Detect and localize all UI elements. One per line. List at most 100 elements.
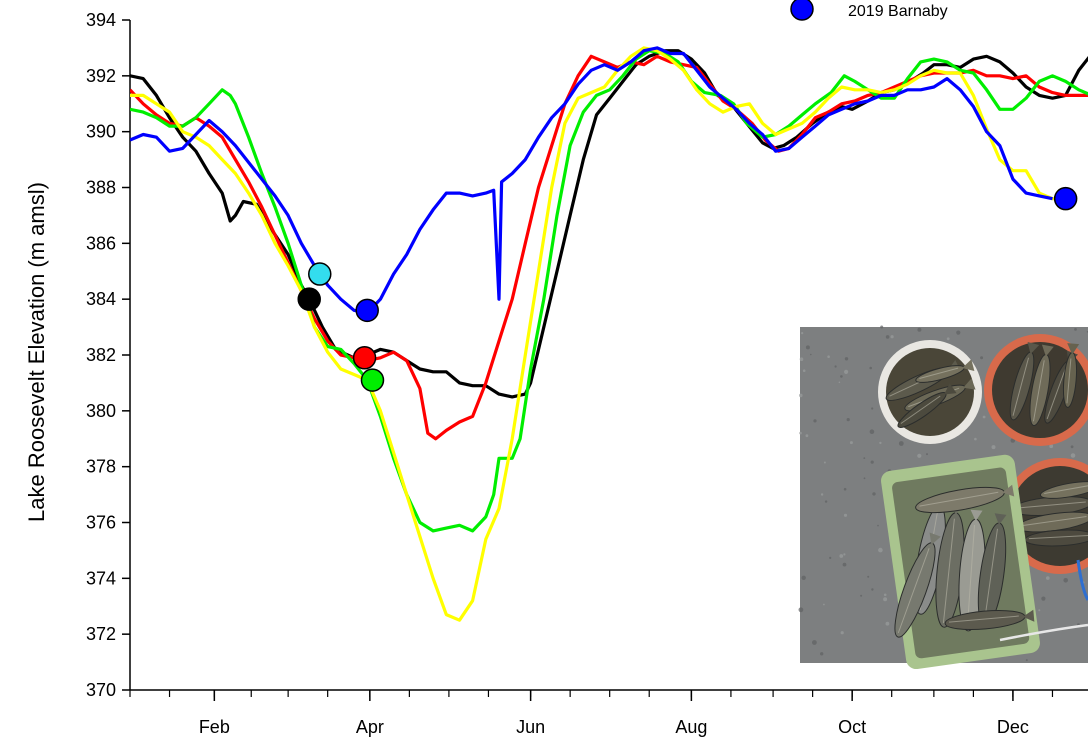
photo-gravel [871,588,874,591]
photo-gravel [860,594,863,597]
photo-gravel [879,441,882,445]
photo-gravel [877,524,879,527]
photo-gravel [917,327,922,332]
sample-marker-2 [308,262,332,286]
photo-gravel [829,556,832,560]
photo-gravel [917,453,922,458]
photo-hose [999,623,1088,642]
photo-gravel [799,431,802,435]
photo-gravel [824,500,828,503]
photo-gravel [880,325,884,329]
photo-gravel [801,332,804,335]
photo-fish [1039,481,1088,499]
y-tick-label: 394 [86,10,116,30]
photo-gravel [840,631,844,635]
photo-gravel [798,607,804,613]
photo-gravel [842,562,847,567]
y-tick-label: 378 [86,457,116,477]
x-tick-label: Oct [838,717,866,737]
photo-gravel [980,356,984,360]
photo-gravel [872,492,876,496]
photo-gravel [802,369,806,373]
photo-gravel [926,453,928,456]
photo-gravel [991,445,996,450]
photo-gravel [956,330,961,335]
y-tick-label: 392 [86,66,116,86]
photo-gravel [843,487,847,491]
photo-gravel [883,593,887,597]
photo-gravel [838,381,841,384]
photo-gravel [1038,609,1041,612]
y-tick-label: 386 [86,233,116,253]
photo-gravel [844,369,849,374]
photo-gravel [820,652,824,656]
photo-fish [1009,341,1040,421]
inset-photo [798,325,1088,670]
photo-gravel [1049,444,1054,449]
photo-gravel [1070,453,1076,458]
photo-gravel [834,365,837,368]
photo-gravel [799,393,803,398]
y-tick-label: 376 [86,513,116,533]
y-axis-title: Lake Roosevelt Elevation (m amsl) [24,182,49,522]
sample-marker-4 [352,346,377,370]
photo-gravel [843,513,848,517]
series-line-5 [130,46,1053,315]
legend-label-2019-barnaby: 2019 Barnaby [848,3,948,20]
photo-gravel [801,575,806,580]
photo-fish [915,359,975,383]
photo-gravel [849,441,853,445]
photo-gravel [863,477,866,480]
photo-gravel [946,337,950,341]
sample-marker-1 [297,287,321,311]
x-tick-label: Feb [199,717,230,737]
series-line-4 [130,46,1066,622]
photo-gravel [813,419,817,423]
photo-fish [915,484,1015,514]
photo-gravel [812,640,817,645]
x-tick-label: Jun [516,717,545,737]
photo-gravel [898,441,904,446]
series-layer [130,46,1088,622]
photo-fish [894,532,941,638]
photo-gravel [871,407,874,410]
photo-gravel [840,375,843,378]
sample-marker-3 [355,298,379,323]
photo-fish [897,383,957,428]
photo-gravel [827,355,830,359]
photo-gravel [890,335,894,339]
photo-gravel [799,357,804,362]
photo-gravel [1074,328,1077,331]
photo-gravel [844,357,849,361]
photo-gravel [1041,596,1046,601]
photo-gravel [1025,659,1028,662]
photo-gravel [823,461,826,464]
photo-gravel [869,429,875,435]
photo-gravel [878,547,883,553]
sample-marker-5 [360,368,385,392]
photo-gravel [863,457,866,459]
photo-gravel [1046,576,1050,580]
x-axis: Feb Apr Jun Aug Oct Dec [129,689,1088,737]
y-axis: 370 372 374 376 378 380 382 384 386 388 390 392 394 [86,10,131,700]
photo-gravel [883,597,888,602]
y-tick-label: 370 [86,680,116,700]
y-tick-label: 384 [86,289,116,309]
y-tick-label: 380 [86,401,116,421]
photo-gravel [846,418,850,422]
photo-fish [1062,343,1080,408]
photo-gravel [867,575,870,578]
series-line-3 [130,49,1088,533]
photo-gravel [974,437,977,441]
photo-gravel [869,366,872,370]
photo-gravel [805,345,810,350]
photo-gravel [885,335,890,339]
y-tick-label: 382 [86,345,116,365]
photo-gravel [870,460,874,464]
x-tick-label: Aug [675,717,707,737]
x-tick-label: Apr [356,717,384,737]
photo-gravel [1063,578,1068,583]
legend-marker-2019-barnaby [790,0,814,21]
x-tick-label: Dec [997,717,1029,737]
